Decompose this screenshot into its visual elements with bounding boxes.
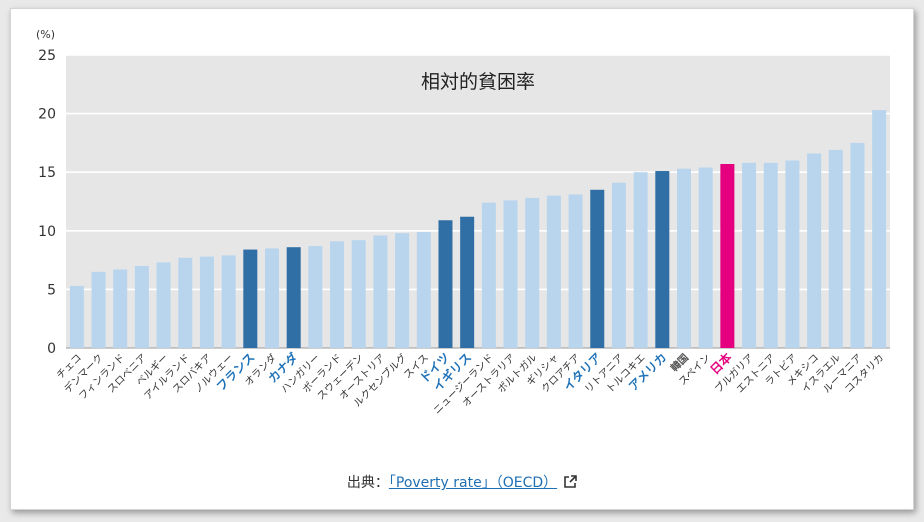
bar (763, 162, 778, 348)
bar (611, 182, 626, 348)
bar (785, 160, 800, 348)
bar (113, 269, 128, 348)
bar (807, 153, 822, 348)
y-tick-label: 20 (38, 107, 56, 123)
bar (416, 231, 431, 348)
bar (525, 197, 540, 348)
bar (69, 285, 84, 348)
source-link[interactable]: 「Poverty rate」（OECD） (388, 475, 558, 491)
external-link-icon[interactable] (563, 475, 577, 489)
bar (395, 233, 410, 348)
bar (742, 162, 757, 348)
bar (568, 194, 583, 348)
y-unit-label: (%) (36, 28, 55, 41)
bar (590, 189, 605, 348)
bar (546, 195, 561, 348)
bar (265, 248, 279, 348)
bar (286, 247, 301, 348)
chart-title: 相対的貧困率 (421, 71, 535, 93)
bar (481, 202, 496, 348)
bar (720, 163, 735, 348)
bar (373, 235, 388, 348)
source-line: 出典：「Poverty rate」（OECD） (0, 472, 924, 492)
bar (698, 167, 713, 348)
bar (156, 262, 171, 348)
bar (330, 241, 345, 348)
bar (503, 200, 518, 348)
y-tick-label: 10 (38, 224, 56, 240)
bar (221, 255, 236, 348)
bar (438, 220, 453, 348)
y-tick-label: 0 (47, 341, 56, 357)
y-tick-label: 25 (38, 48, 56, 64)
bar (91, 271, 106, 348)
bar (872, 110, 887, 348)
y-tick-label: 5 (47, 282, 56, 298)
bar (633, 172, 648, 348)
source-prefix: 出典： (346, 475, 389, 491)
bar (199, 256, 214, 348)
bar (850, 142, 865, 348)
bar (351, 240, 366, 348)
bar (308, 246, 323, 348)
bar (460, 216, 475, 348)
bar (243, 249, 258, 348)
y-tick-label: 15 (38, 165, 56, 181)
bar (828, 149, 843, 348)
bar (655, 171, 670, 348)
bar (178, 257, 193, 348)
bar (677, 168, 691, 348)
bar (134, 265, 149, 348)
